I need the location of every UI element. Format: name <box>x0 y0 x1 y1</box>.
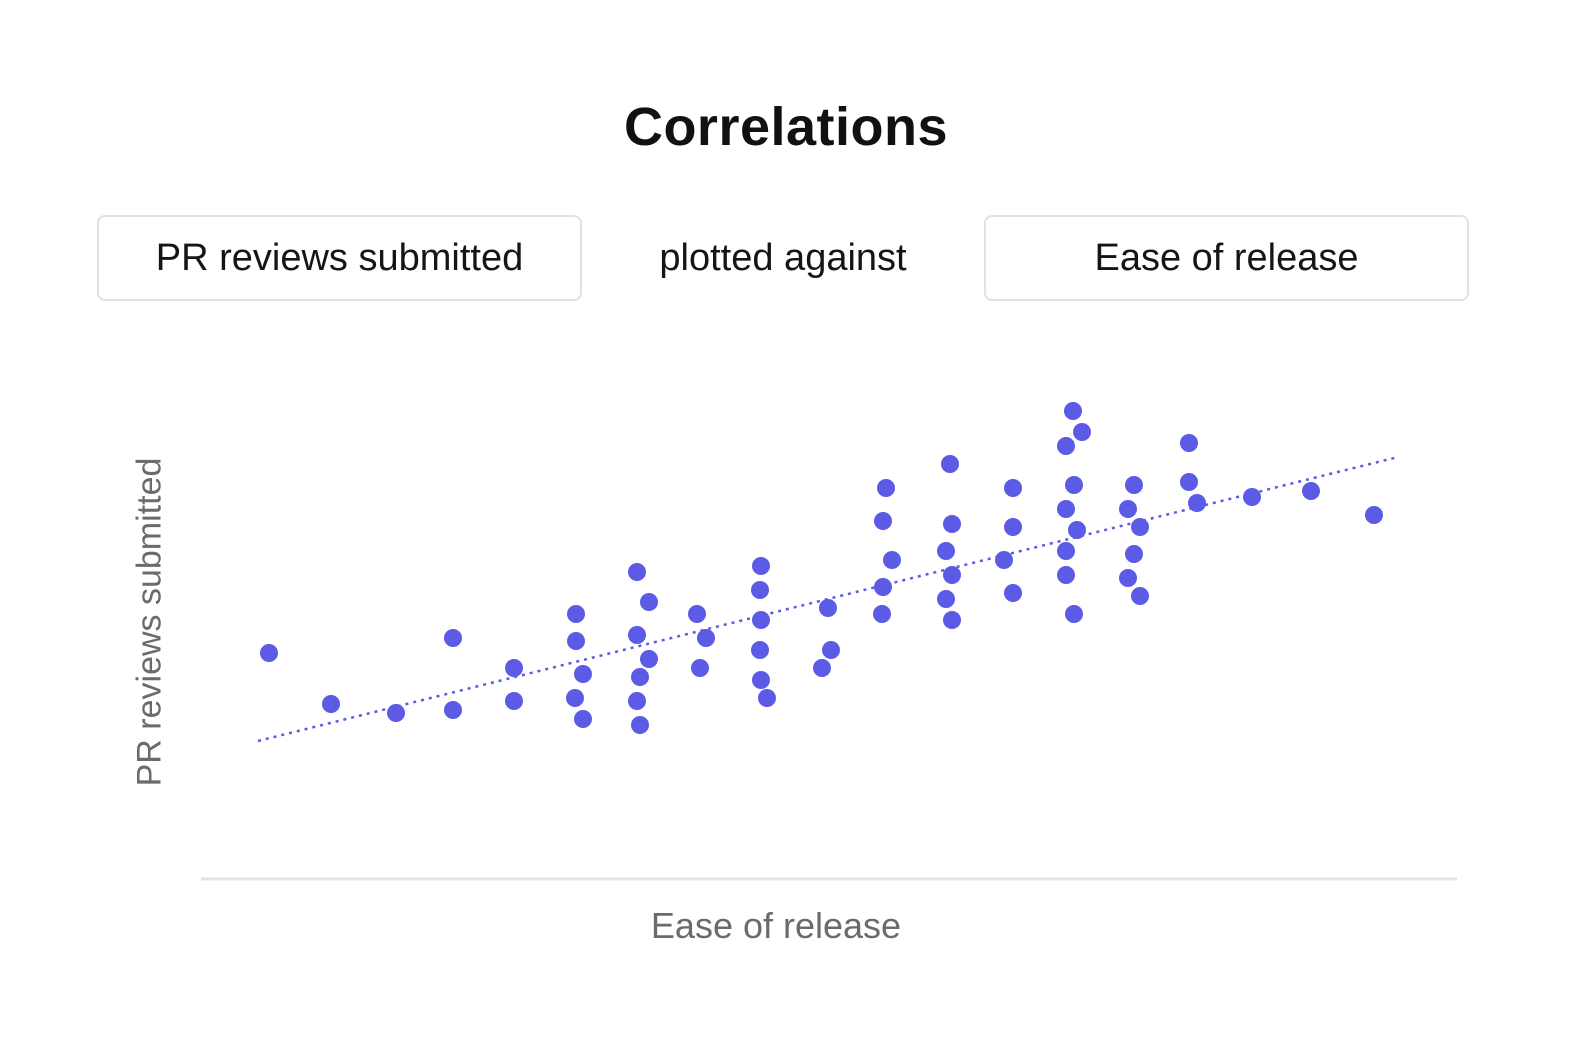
plotted-against-label: plotted against <box>659 236 907 279</box>
data-point <box>1302 482 1320 500</box>
data-point <box>943 566 961 584</box>
data-point <box>1065 605 1083 623</box>
data-point <box>628 626 646 644</box>
data-point <box>751 581 769 599</box>
data-point <box>1125 545 1143 563</box>
data-point <box>937 542 955 560</box>
data-point <box>1057 542 1075 560</box>
data-point <box>505 692 523 710</box>
data-point <box>822 641 840 659</box>
data-point <box>1068 521 1086 539</box>
data-point <box>444 629 462 647</box>
data-point <box>1365 506 1383 524</box>
data-point <box>387 704 405 722</box>
data-point <box>691 659 709 677</box>
data-point <box>751 641 769 659</box>
data-point <box>444 701 462 719</box>
data-point <box>505 659 523 677</box>
y-axis-label: PR reviews submitted <box>130 457 169 787</box>
x-axis-label: Ease of release <box>650 905 902 946</box>
data-point <box>874 578 892 596</box>
data-point <box>819 599 837 617</box>
data-point <box>567 632 585 650</box>
data-point <box>574 710 592 728</box>
data-point <box>1057 437 1075 455</box>
data-point <box>697 629 715 647</box>
data-point <box>1180 473 1198 491</box>
data-point <box>260 644 278 662</box>
data-point <box>1057 500 1075 518</box>
data-point <box>640 593 658 611</box>
y-metric-select[interactable]: PR reviews submitted <box>97 215 582 301</box>
data-point <box>1243 488 1261 506</box>
data-point <box>640 650 658 668</box>
data-point <box>752 611 770 629</box>
data-point <box>874 512 892 530</box>
data-point <box>758 689 776 707</box>
data-point <box>1125 476 1143 494</box>
data-point <box>1073 423 1091 441</box>
data-point <box>1180 434 1198 452</box>
data-point <box>1057 566 1075 584</box>
data-point <box>877 479 895 497</box>
data-point <box>567 605 585 623</box>
data-point <box>322 695 340 713</box>
data-point <box>1064 402 1082 420</box>
data-point <box>1004 584 1022 602</box>
data-point <box>574 665 592 683</box>
data-point <box>813 659 831 677</box>
data-point <box>1188 494 1206 512</box>
data-point <box>1131 587 1149 605</box>
data-point <box>1004 518 1022 536</box>
data-point <box>937 590 955 608</box>
data-point <box>566 689 584 707</box>
data-point <box>1131 518 1149 536</box>
data-point <box>943 611 961 629</box>
data-point <box>1065 476 1083 494</box>
data-point <box>752 671 770 689</box>
data-point <box>873 605 891 623</box>
data-point <box>628 563 646 581</box>
data-point <box>995 551 1013 569</box>
data-point <box>1004 479 1022 497</box>
data-point <box>688 605 706 623</box>
data-points <box>260 402 1383 734</box>
page-title: Correlations <box>623 97 949 157</box>
data-point <box>752 557 770 575</box>
data-point <box>1119 569 1137 587</box>
metric-controls: PR reviews submitted plotted against Eas… <box>0 215 1572 305</box>
data-point <box>631 716 649 734</box>
x-metric-select[interactable]: Ease of release <box>984 215 1469 301</box>
data-point <box>943 515 961 533</box>
data-point <box>631 668 649 686</box>
data-point <box>883 551 901 569</box>
data-point <box>941 455 959 473</box>
data-point <box>628 692 646 710</box>
data-point <box>1119 500 1137 518</box>
